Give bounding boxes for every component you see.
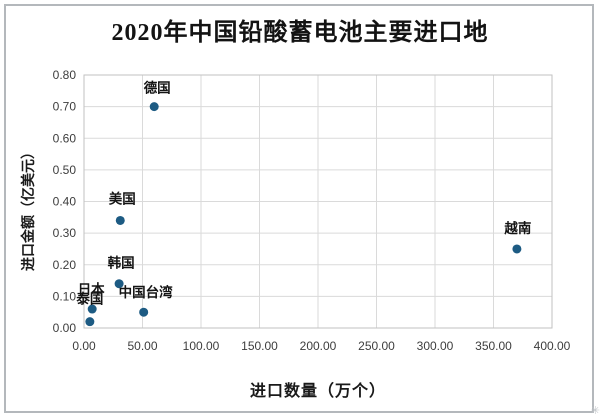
- data-point-label: 韩国: [108, 255, 135, 271]
- x-tick-label: 0.00: [72, 339, 96, 353]
- data-point: [149, 102, 159, 112]
- chart-title: 2020年中国铅酸蓄电池主要进口地: [111, 20, 489, 46]
- y-tick-label: 0.60: [53, 131, 77, 145]
- data-point-label: 德国: [144, 80, 171, 96]
- x-tick-label: 300.00: [417, 339, 454, 353]
- y-tick-label: 0.40: [53, 195, 77, 209]
- x-tick-label: 200.00: [300, 339, 337, 353]
- x-tick-label: 50.00: [127, 339, 157, 353]
- y-tick-label: 0.10: [53, 289, 77, 303]
- y-tick-label: 0.50: [53, 163, 77, 177]
- x-tick-label: 250.00: [358, 339, 395, 353]
- data-point-label: 美国: [109, 190, 136, 206]
- x-tick-label: 150.00: [241, 339, 278, 353]
- data-point: [87, 304, 97, 314]
- plot-border: [83, 74, 553, 329]
- corner-asterisk-icon: ✳: [590, 405, 600, 417]
- y-tick-label: 0.20: [53, 258, 77, 272]
- data-point-label: 泰国: [75, 291, 103, 307]
- data-point: [114, 279, 124, 289]
- data-point: [115, 215, 125, 225]
- data-point: [139, 307, 149, 317]
- y-axis-title: 进口金额（亿美元）: [20, 145, 36, 271]
- x-tick-label: 350.00: [475, 339, 512, 353]
- data-point-label: 日本: [78, 281, 105, 297]
- frame-border: [4, 4, 594, 413]
- data-point-label: 中国台湾: [119, 284, 173, 300]
- y-tick-label: 0.00: [53, 321, 77, 335]
- x-tick-label: 100.00: [183, 339, 220, 353]
- y-tick-label: 0.80: [53, 68, 77, 82]
- data-point: [85, 317, 95, 327]
- data-point-label: 越南: [503, 220, 531, 236]
- y-tick-label: 0.70: [53, 100, 77, 114]
- data-point: [512, 244, 522, 254]
- x-axis-title: 进口数量（万个）: [249, 383, 386, 400]
- x-tick-label: 400.00: [534, 339, 571, 353]
- y-tick-label: 0.30: [53, 226, 77, 240]
